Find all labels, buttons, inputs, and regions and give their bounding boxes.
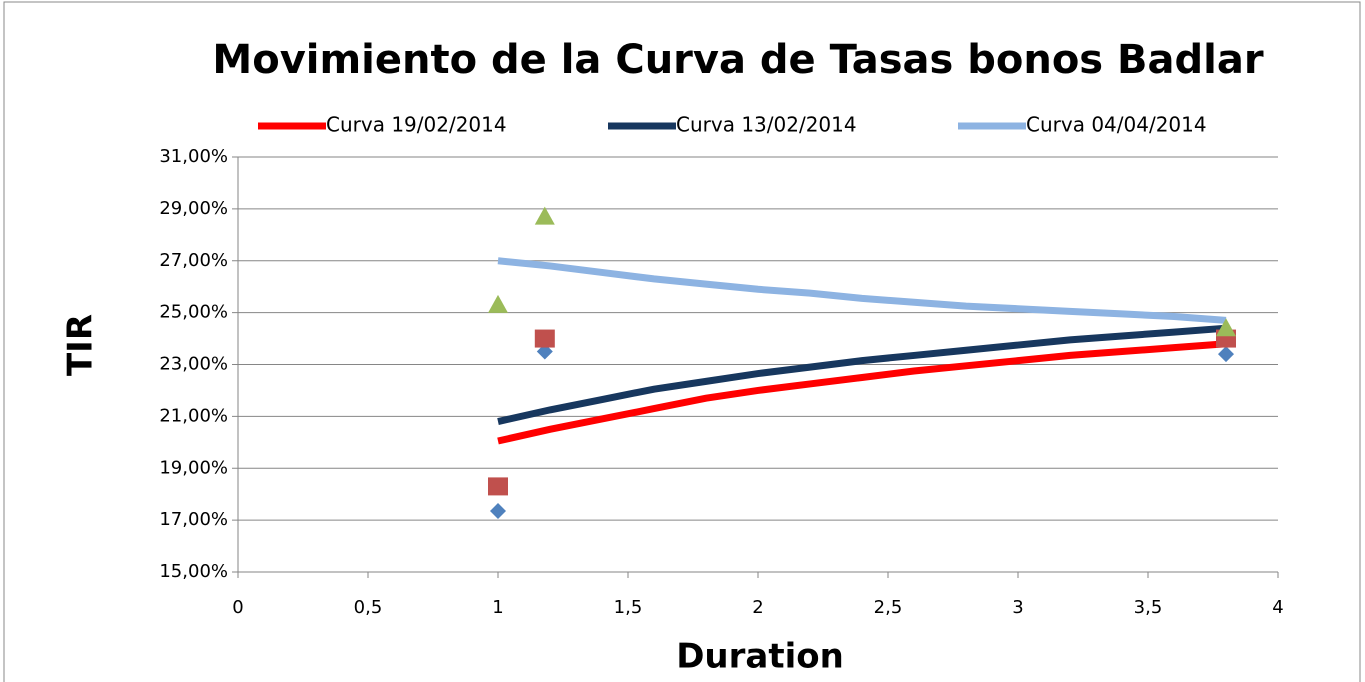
x-tick-label: 3 <box>1012 597 1023 618</box>
marker <box>490 503 506 520</box>
marker <box>534 329 555 348</box>
marker <box>488 294 508 313</box>
y-tick-label: 17,00% <box>159 509 228 530</box>
x-tick-label: 1 <box>492 597 503 618</box>
x-tick-label: 4 <box>1272 597 1283 618</box>
curve <box>497 340 1227 445</box>
curve <box>497 324 1227 425</box>
x-tick-label: 2 <box>752 597 763 618</box>
chart-title: Movimiento de la Curva de Tasas bonos Ba… <box>212 37 1263 83</box>
marker <box>534 206 555 225</box>
legend-label: Curva 13/02/2014 <box>676 113 857 137</box>
x-tick-label: 1,5 <box>614 597 643 618</box>
y-tick-label: 27,00% <box>159 250 228 271</box>
x-axis-title: Duration <box>676 637 844 677</box>
y-tick-label: 19,00% <box>159 457 228 478</box>
x-tick-label: 0,5 <box>354 597 383 618</box>
x-tick-label: 3,5 <box>1134 597 1163 618</box>
y-tick-label: 23,00% <box>159 354 228 375</box>
y-tick-label: 29,00% <box>159 198 228 219</box>
marker <box>488 477 508 496</box>
marker <box>1216 318 1236 337</box>
y-axis-title: TIR <box>61 314 101 376</box>
curve <box>497 257 1227 324</box>
x-tick-label: 0 <box>232 597 243 618</box>
y-tick-label: 21,00% <box>159 405 228 426</box>
x-tick-label: 2,5 <box>874 597 903 618</box>
y-tick-label: 15,00% <box>159 561 228 582</box>
marker <box>1218 346 1234 363</box>
chart-frame <box>3 1 1361 682</box>
legend-label: Curva 19/02/2014 <box>326 113 507 137</box>
y-tick-label: 31,00% <box>159 146 228 167</box>
y-tick-label: 25,00% <box>159 302 228 323</box>
legend-label: Curva 04/04/2014 <box>1026 113 1207 137</box>
